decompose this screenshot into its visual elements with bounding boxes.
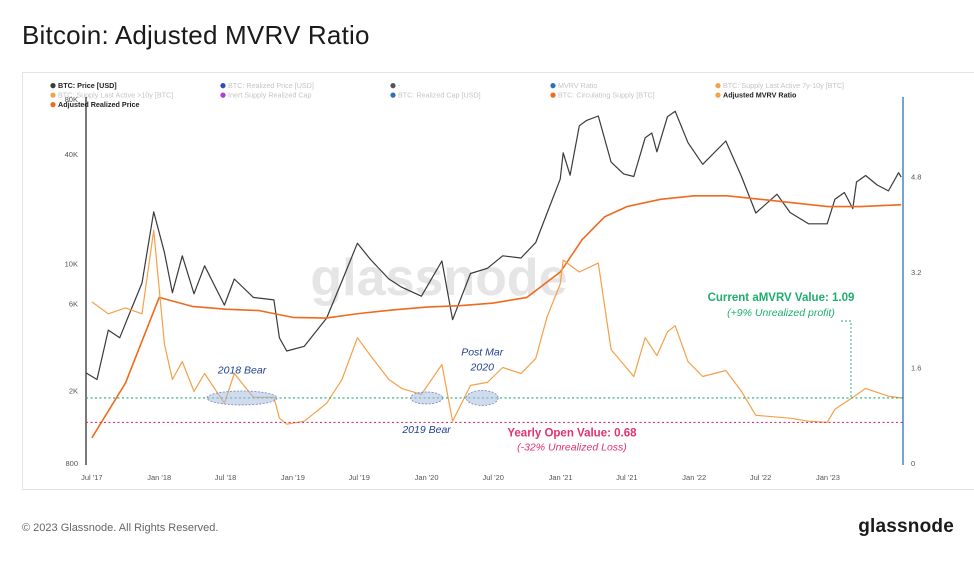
x-tick-label: Jan '21: [549, 473, 573, 482]
legend-marker: [550, 92, 556, 98]
legend-marker: [220, 83, 226, 89]
post-mar-year-label: 2020: [470, 362, 495, 374]
x-tick-label: Jul '17: [81, 473, 102, 482]
legend-label: Adjusted MVRV Ratio: [723, 91, 797, 100]
y-left-tick-label: 800: [65, 459, 78, 468]
adjusted-realized-price-line: [91, 195, 902, 439]
axes: 80K 40K 10K 6K 2K 800 4.8 3.2 1.6 0 Jul '17 Jan '18…: [65, 95, 922, 482]
post-mar-label: Post Mar: [461, 347, 504, 359]
legend-label: MVRV Ratio: [558, 81, 597, 90]
x-tick-label: Jan '23: [816, 473, 840, 482]
legend-marker: [220, 92, 226, 98]
copyright-text: © 2023 Glassnode. All Rights Reserved.: [22, 522, 219, 534]
legend-label: BTC: Price [USD]: [58, 81, 117, 90]
legend-marker: [50, 83, 56, 89]
legend-label: Adjusted Realized Price: [58, 100, 139, 109]
chart-svg: BTC: Price [USD] BTC: Realized Price [USD…: [50, 81, 922, 482]
y-left-tick-label: 10K: [65, 259, 78, 268]
glassnode-logo: glassnode: [858, 516, 954, 537]
legend-marker: [550, 83, 556, 89]
amvrv-line: [91, 229, 902, 425]
legend-marker: [715, 92, 721, 98]
legend: BTC: Price [USD] BTC: Realized Price [USD…: [50, 81, 844, 109]
legend-label: BTC: Realized Cap [USD]: [398, 91, 481, 100]
current-value-leader: [841, 320, 852, 398]
y-right-tick-label: 4.8: [911, 173, 921, 182]
y-right-tick-label: 1.6: [911, 364, 921, 373]
legend-marker: [50, 92, 56, 98]
y-right-tick-label: 0: [911, 459, 915, 468]
bear-2018-label: 2018 Bear: [217, 364, 267, 376]
x-tick-label: Jan '20: [415, 473, 439, 482]
yearly-open-title: Yearly Open Value: 0.68: [507, 427, 637, 439]
annotation-layer: 2018 Bear 2019 Bear Post Mar 2020 Current aM…: [86, 292, 903, 453]
chart-frame: BTC: Price [USD] BTC: Realized Price [USD…: [22, 72, 974, 490]
watermark: glassnode: [310, 249, 567, 307]
x-tick-label: Jul '22: [750, 473, 771, 482]
x-tick-label: Jan '22: [682, 473, 706, 482]
y-left-tick-label: 40K: [65, 150, 78, 159]
legend-marker: [50, 102, 56, 108]
x-tick-label: Jul '20: [482, 473, 503, 482]
legend-label: -: [398, 81, 401, 90]
y-left-tick-label: 6K: [69, 300, 78, 309]
x-tick-label: Jan '19: [281, 473, 305, 482]
x-tick-label: Jul '19: [348, 473, 369, 482]
y-left-tick-label: 80K: [65, 95, 78, 104]
legend-label: BTC: Circulating Supply [BTC]: [558, 91, 655, 100]
legend-marker: [390, 83, 396, 89]
price-line: [85, 110, 902, 381]
bear-ellipse: [410, 391, 443, 405]
current-value-title: Current aMVRV Value: 1.09: [708, 292, 855, 304]
x-tick-label: Jan '18: [147, 473, 171, 482]
current-value-sub: (+9% Unrealized profit): [727, 307, 835, 319]
legend-marker: [390, 92, 396, 98]
page-title: Bitcoin: Adjusted MVRV Ratio: [22, 20, 370, 50]
x-tick-label: Jul '18: [215, 473, 236, 482]
yearly-open-sub: (-32% Unrealized Loss): [517, 441, 627, 453]
x-tick-label: Jul '21: [616, 473, 637, 482]
bear-ellipse: [465, 390, 499, 406]
bear-2019-label: 2019 Bear: [401, 424, 451, 436]
series-layer: [85, 110, 902, 439]
bear-ellipse: [206, 390, 278, 406]
y-right-tick-label: 3.2: [911, 268, 921, 277]
legend-marker: [715, 83, 721, 89]
y-left-tick-label: 2K: [69, 387, 78, 396]
legend-label: BTC: Supply Last Active >10y [BTC]: [58, 91, 173, 100]
legend-label: Inert Supply Realized Cap: [228, 91, 312, 100]
legend-label: BTC: Supply Last Active 7y-10y [BTC]: [723, 81, 844, 90]
legend-label: BTC: Realized Price [USD]: [228, 81, 314, 90]
